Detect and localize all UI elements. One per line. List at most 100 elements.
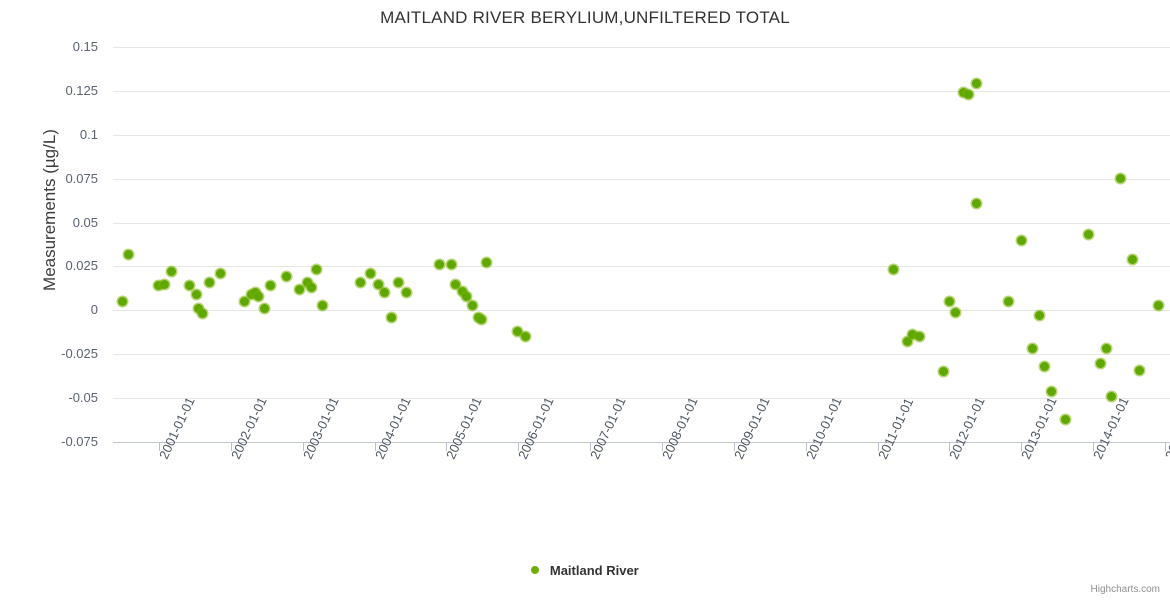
data-point[interactable]	[216, 268, 226, 278]
data-point[interactable]	[1107, 391, 1117, 401]
data-point[interactable]	[265, 281, 275, 291]
data-point[interactable]	[959, 88, 969, 98]
gridline	[113, 134, 1170, 136]
data-point[interactable]	[972, 198, 982, 208]
data-point[interactable]	[117, 297, 127, 307]
legend-marker-icon	[531, 566, 540, 574]
data-point[interactable]	[393, 277, 403, 287]
x-axis-tick	[1093, 443, 1095, 451]
y-axis-tick-label: 0.075	[65, 170, 98, 186]
data-point[interactable]	[191, 290, 201, 300]
data-point[interactable]	[1035, 311, 1045, 321]
data-point[interactable]	[972, 79, 982, 89]
data-points-layer	[113, 47, 1170, 442]
x-axis-tick	[877, 443, 879, 451]
gridline	[113, 178, 1170, 180]
highcharts-credits-link[interactable]: Highcharts.com	[1090, 584, 1160, 595]
data-point[interactable]	[159, 279, 169, 289]
data-point[interactable]	[295, 284, 305, 294]
data-point[interactable]	[306, 283, 316, 292]
gridline	[113, 310, 1170, 312]
data-point[interactable]	[914, 332, 924, 342]
data-point[interactable]	[204, 277, 214, 287]
x-axis-tick	[590, 443, 592, 451]
data-point[interactable]	[1095, 358, 1105, 368]
data-point[interactable]	[1028, 344, 1038, 354]
data-point[interactable]	[260, 304, 270, 314]
data-point[interactable]	[401, 288, 411, 298]
y-axis-tick-label: -0.075	[61, 434, 98, 449]
data-point[interactable]	[366, 268, 376, 278]
data-point[interactable]	[1083, 230, 1093, 240]
data-point[interactable]	[468, 300, 478, 310]
x-axis-tick	[733, 443, 735, 451]
data-point[interactable]	[167, 267, 177, 277]
data-point[interactable]	[903, 337, 913, 347]
y-axis-tick-label: -0.05	[68, 390, 98, 406]
x-axis-tick	[230, 443, 232, 451]
gridline	[113, 266, 1170, 268]
gridline	[113, 398, 1170, 400]
data-point[interactable]	[964, 89, 974, 99]
data-point[interactable]	[254, 291, 264, 301]
data-point[interactable]	[951, 307, 961, 317]
x-axis-tick	[805, 443, 807, 451]
y-axis-tick-label: 0	[90, 302, 98, 318]
data-point[interactable]	[1134, 365, 1144, 375]
gridline	[113, 354, 1170, 356]
data-point[interactable]	[154, 281, 164, 291]
data-point[interactable]	[184, 281, 194, 291]
gridline	[113, 47, 1170, 48]
x-axis-tick	[158, 443, 160, 451]
data-point[interactable]	[1046, 386, 1056, 396]
x-axis-line	[113, 442, 1170, 443]
chart-legend: Maitland River	[0, 563, 1170, 578]
data-point[interactable]	[374, 279, 384, 289]
data-point[interactable]	[380, 288, 390, 298]
data-point[interactable]	[477, 314, 487, 324]
data-point[interactable]	[520, 332, 530, 342]
y-axis-tick-label: 0.05	[72, 214, 98, 230]
x-axis-tick	[1021, 443, 1023, 451]
data-point[interactable]	[386, 312, 396, 322]
data-point[interactable]	[450, 279, 460, 289]
chart-title: MAITLAND RIVER BERYLIUM,UNFILTERED TOTAL	[380, 8, 790, 27]
data-point[interactable]	[1003, 297, 1013, 307]
y-axis-tick-label: 0.15	[72, 39, 98, 54]
data-point[interactable]	[124, 249, 134, 259]
y-axis-tick-label: 0.125	[65, 82, 98, 98]
data-point[interactable]	[1154, 300, 1163, 310]
data-point[interactable]	[457, 286, 467, 296]
data-point[interactable]	[281, 272, 291, 282]
data-point[interactable]	[513, 326, 523, 336]
data-point[interactable]	[1016, 235, 1026, 245]
data-point[interactable]	[908, 330, 918, 340]
data-point[interactable]	[318, 300, 328, 310]
data-point[interactable]	[944, 297, 954, 307]
y-axis-tick-label: 0.025	[65, 258, 98, 274]
data-point[interactable]	[239, 297, 249, 307]
data-point[interactable]	[446, 260, 456, 270]
data-point[interactable]	[1128, 254, 1138, 264]
data-point[interactable]	[302, 277, 312, 287]
data-point[interactable]	[1115, 174, 1125, 184]
data-point[interactable]	[434, 260, 444, 270]
gridline	[113, 222, 1170, 224]
x-axis-tick	[446, 443, 448, 451]
gridline	[113, 90, 1170, 92]
data-point[interactable]	[482, 258, 492, 268]
x-axis-tick	[518, 443, 520, 451]
data-point[interactable]	[1101, 344, 1111, 354]
data-point[interactable]	[197, 309, 207, 319]
data-point[interactable]	[311, 265, 321, 275]
data-point[interactable]	[194, 304, 203, 314]
data-point[interactable]	[888, 265, 898, 275]
data-point[interactable]	[355, 277, 365, 287]
data-point[interactable]	[939, 367, 949, 377]
data-point[interactable]	[462, 291, 472, 301]
data-point[interactable]	[1061, 414, 1071, 424]
y-axis-tick-label: 0.1	[79, 126, 98, 142]
legend-item-maitland-river[interactable]: Maitland River	[531, 563, 639, 578]
data-point[interactable]	[1040, 362, 1050, 371]
